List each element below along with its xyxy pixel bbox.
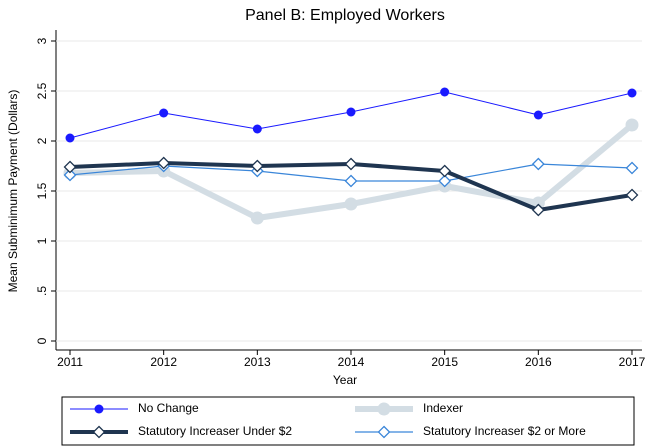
marker xyxy=(63,160,77,174)
marker xyxy=(159,108,169,118)
marker xyxy=(533,110,543,120)
x-tick-label: 2016 xyxy=(525,355,552,369)
legend-label: Statutory Increaser Under $2 xyxy=(138,424,292,438)
legend-marker xyxy=(377,425,391,439)
marker xyxy=(63,168,77,182)
marker xyxy=(625,118,639,132)
x-tick-label: 2015 xyxy=(431,355,458,369)
y-tick-label: 1.5 xyxy=(35,182,49,199)
marker xyxy=(531,203,545,217)
chart-title: Panel B: Employed Workers xyxy=(245,7,445,24)
legend-label: Indexer xyxy=(423,401,463,415)
x-tick-label: 2012 xyxy=(150,355,177,369)
marker xyxy=(438,174,452,188)
y-tick-label: 2.5 xyxy=(35,82,49,99)
legend-box xyxy=(61,396,635,446)
marker xyxy=(531,157,545,171)
legend-marker xyxy=(377,402,391,416)
y-tick-label: 3 xyxy=(35,37,49,44)
marker xyxy=(344,174,358,188)
legend-label: Statutory Increaser $2 or More xyxy=(423,424,586,438)
marker xyxy=(625,188,639,202)
marker xyxy=(344,197,358,211)
marker xyxy=(531,196,545,210)
x-tick-label: 2017 xyxy=(619,355,646,369)
marker xyxy=(157,156,171,170)
legend-label: No Change xyxy=(138,401,199,415)
y-tick-label: .5 xyxy=(35,286,49,296)
marker xyxy=(65,133,75,143)
legend-marker xyxy=(94,404,104,414)
marker xyxy=(250,211,264,225)
y-tick-label: 1 xyxy=(35,237,49,244)
marker xyxy=(627,88,637,98)
x-tick-label: 2013 xyxy=(244,355,271,369)
y-tick-label: 0 xyxy=(35,337,49,344)
x-axis-label: Year xyxy=(333,373,357,387)
marker xyxy=(625,161,639,175)
y-axis-label: Mean Subminimum Payment (Dollars) xyxy=(6,90,20,293)
marker xyxy=(252,124,262,134)
y-tick-label: 2 xyxy=(35,137,49,144)
legend-marker xyxy=(92,425,106,439)
marker xyxy=(346,107,356,117)
x-tick-label: 2014 xyxy=(338,355,365,369)
x-tick-label: 2011 xyxy=(57,355,83,369)
marker xyxy=(250,159,264,173)
marker xyxy=(440,87,450,97)
marker xyxy=(344,157,358,171)
marker xyxy=(438,164,452,178)
